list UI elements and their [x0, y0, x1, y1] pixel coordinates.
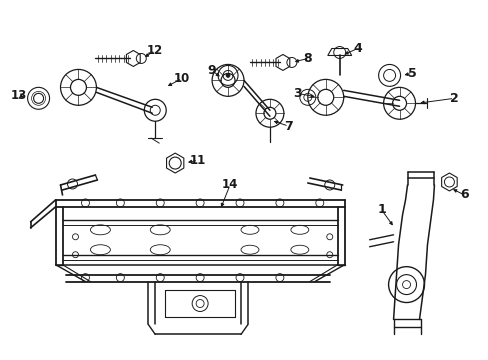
Text: 4: 4: [353, 42, 361, 55]
Text: 6: 6: [459, 188, 468, 202]
Text: 5: 5: [407, 67, 416, 80]
Text: 9: 9: [207, 64, 216, 77]
Text: 14: 14: [222, 179, 238, 192]
Text: 12: 12: [147, 44, 163, 57]
Text: 11: 11: [190, 154, 206, 167]
Text: 10: 10: [174, 72, 190, 85]
Text: 7: 7: [284, 120, 293, 133]
Text: 13: 13: [11, 89, 27, 102]
Text: 3: 3: [293, 87, 302, 100]
Text: 1: 1: [376, 203, 385, 216]
Text: 8: 8: [303, 52, 311, 65]
Circle shape: [225, 73, 229, 77]
Text: 2: 2: [449, 92, 458, 105]
